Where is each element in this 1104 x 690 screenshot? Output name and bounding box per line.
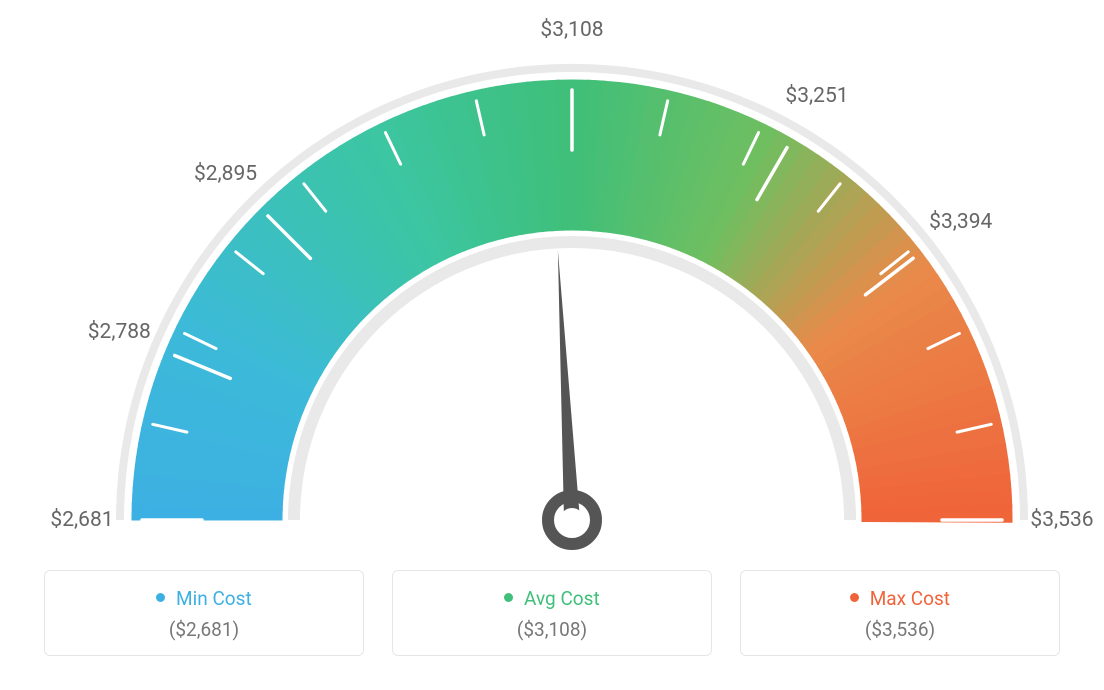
gauge-chart: $2,681$2,788$2,895$3,108$3,251$3,394$3,5… <box>20 20 1084 560</box>
gauge-tick-label: $3,536 <box>1030 508 1093 532</box>
legend-title-min: Min Cost <box>55 587 353 610</box>
gauge-tick-label: $3,251 <box>785 84 848 108</box>
legend-row: Min Cost ($2,681) Avg Cost ($3,108) Max … <box>20 570 1084 656</box>
dot-icon <box>504 593 513 602</box>
legend-card-min: Min Cost ($2,681) <box>44 570 364 656</box>
legend-title-max: Max Cost <box>751 587 1049 610</box>
dot-icon <box>156 593 165 602</box>
legend-avg-label: Avg Cost <box>524 587 600 610</box>
gauge-tick-label: $2,788 <box>88 320 151 344</box>
legend-min-label: Min Cost <box>176 587 252 610</box>
legend-card-avg: Avg Cost ($3,108) <box>392 570 712 656</box>
legend-avg-value: ($3,108) <box>403 618 701 641</box>
legend-min-value: ($2,681) <box>55 618 353 641</box>
gauge-tick-label: $3,394 <box>929 210 992 234</box>
legend-max-label: Max Cost <box>870 587 950 610</box>
gauge-svg <box>20 20 1084 560</box>
dot-icon <box>850 593 859 602</box>
gauge-tick-label: $2,681 <box>50 508 113 532</box>
gauge-tick-label: $3,108 <box>540 18 603 42</box>
gauge-tick-label: $2,895 <box>194 162 257 186</box>
legend-max-value: ($3,536) <box>751 618 1049 641</box>
legend-title-avg: Avg Cost <box>403 587 701 610</box>
legend-card-max: Max Cost ($3,536) <box>740 570 1060 656</box>
